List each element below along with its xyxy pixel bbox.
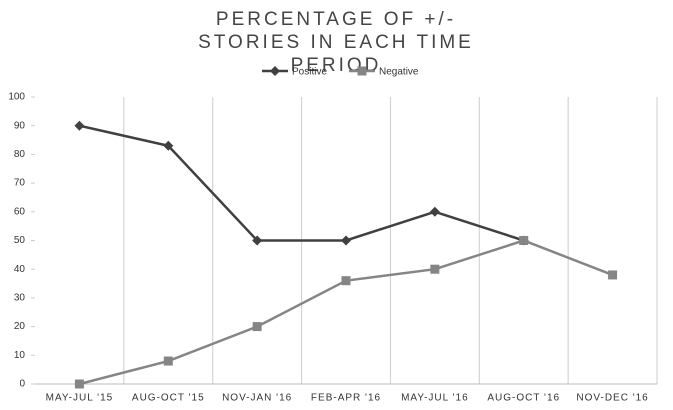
y-tick-label: 70 <box>14 178 26 189</box>
series-line <box>79 124 525 242</box>
x-tick-label: NOV-DEC '16 <box>576 393 648 404</box>
data-point <box>341 235 351 246</box>
data-point <box>252 235 263 246</box>
data-point <box>74 379 84 389</box>
data-point <box>429 206 440 217</box>
y-tick-label: 50 <box>14 235 26 246</box>
x-tick-label: NOV-JAN '16 <box>222 393 292 404</box>
data-point <box>74 120 85 131</box>
y-tick-label: 100 <box>8 92 25 103</box>
y-tick-label: 90 <box>14 120 26 131</box>
chart-title: PERCENTAGE OF +/-STORIES IN EACH TIME PE… <box>198 9 474 76</box>
data-point <box>163 356 173 366</box>
legend-marker <box>357 66 367 76</box>
series-line <box>79 239 614 386</box>
y-tick-label: 40 <box>14 264 26 275</box>
x-tick-label: AUG-OCT '15 <box>132 393 205 404</box>
data-point <box>163 140 174 151</box>
y-tick-label: 20 <box>14 321 26 332</box>
y-tick-label: 10 <box>14 350 26 361</box>
legend-marker <box>270 66 280 76</box>
x-tick-label: FEB-APR '16 <box>311 393 381 404</box>
x-tick-label: AUG-OCT '16 <box>487 393 560 404</box>
y-tick-label: 80 <box>14 149 26 160</box>
legend-label: Negative <box>379 67 419 78</box>
x-tick-label: MAY-JUL '15 <box>46 393 114 404</box>
y-tick-label: 0 <box>19 379 25 390</box>
legend-label: Positive <box>292 67 327 78</box>
data-point <box>519 236 529 245</box>
data-point <box>430 264 440 274</box>
y-tick-label: 30 <box>14 293 26 304</box>
data-point <box>341 276 351 286</box>
x-tick-label: MAY-JUL '16 <box>401 393 469 404</box>
y-tick-label: 60 <box>14 206 26 217</box>
data-point <box>252 322 262 332</box>
data-point <box>608 270 618 280</box>
